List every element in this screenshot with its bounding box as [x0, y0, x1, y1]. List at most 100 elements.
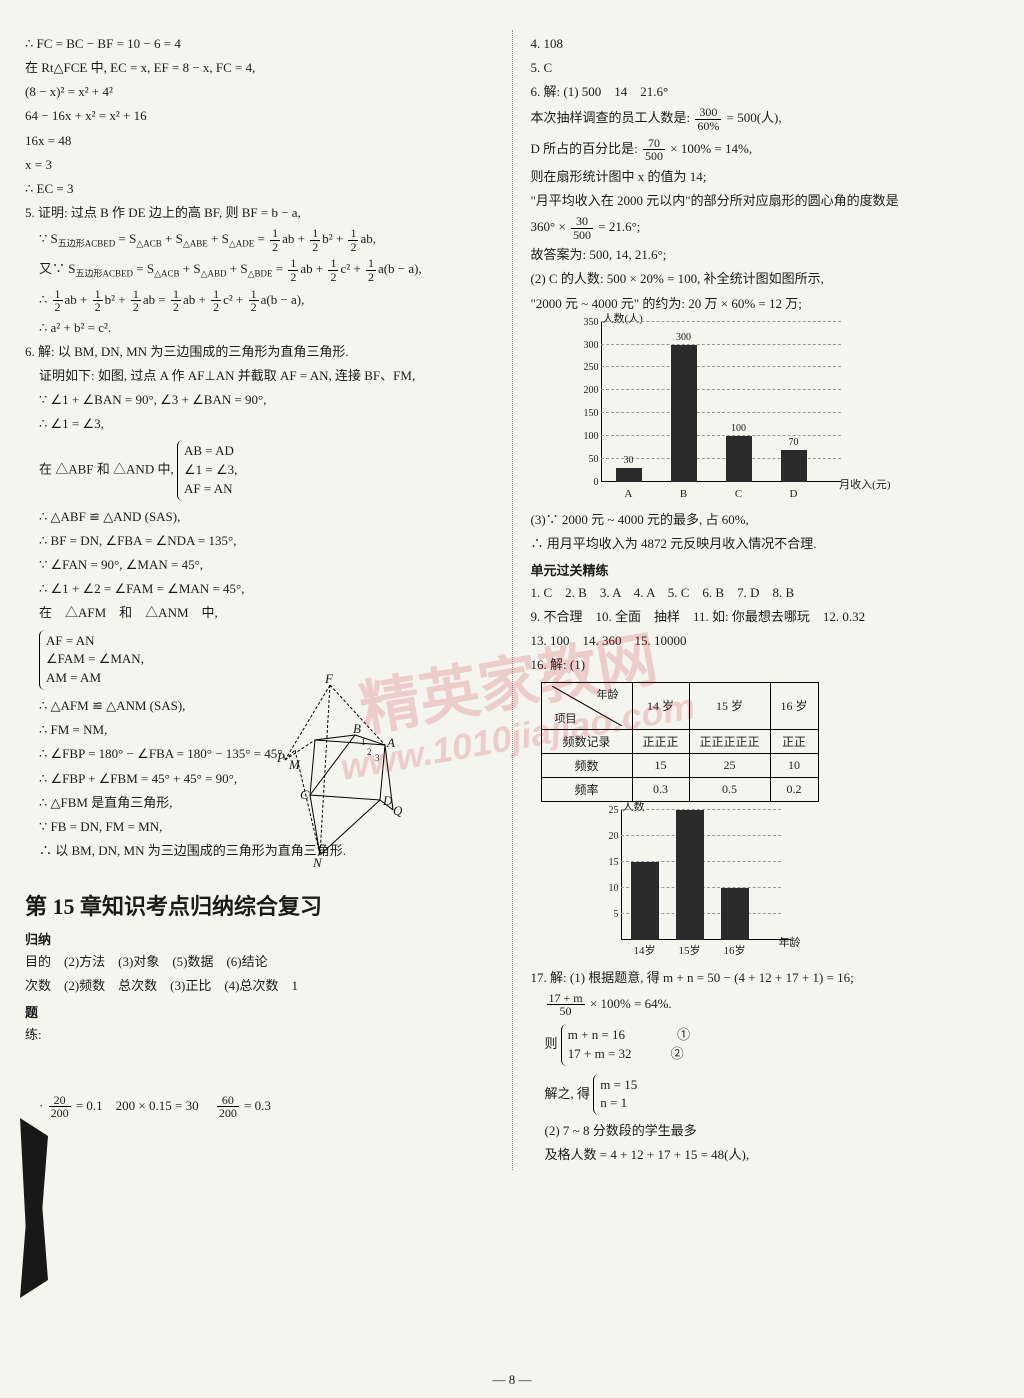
text-line: (2) C 的人数: 500 × 20% = 100, 补全统计图如图所示, [531, 269, 1000, 289]
fraction: 12 [348, 227, 358, 253]
y-tick: 10 [599, 883, 619, 894]
subscript: △ACB [154, 269, 179, 279]
cell: 25 [689, 753, 770, 777]
text-line: 故答案为: 500, 14, 21.6°; [531, 245, 1000, 265]
angle-1: 1 [361, 737, 366, 747]
chapter-title: 第 15 章知识考点归纳综合复习 [25, 889, 494, 921]
brace-line: AF = AN [46, 632, 144, 651]
right-column: 4. 108 5. C 6. 解: (1) 500 14 21.6° 本次抽样调… [531, 30, 1000, 1170]
fraction: 17 + m50 [547, 992, 585, 1018]
angle-3: 3 [375, 753, 380, 763]
fraction: 12 [270, 227, 280, 253]
fraction: 70500 [643, 137, 665, 163]
cell: 正正正正正 [689, 729, 770, 753]
text: = [258, 231, 269, 246]
fraction: 12 [93, 288, 103, 314]
bar-value-label: 100 [724, 423, 754, 434]
bar [726, 436, 752, 482]
text: × 100% = 64%. [590, 996, 672, 1011]
summary-line: 目的 (2)方法 (3)对象 (5)数据 (6)结论 [25, 952, 494, 972]
q6-intro: 6. 解: 以 BM, DN, MN 为三边围成的三角形为直角三角形. [25, 342, 494, 362]
calc-line: 本次抽样调查的员工人数是: 30060% = 500(人), [531, 106, 1000, 132]
text: = 0.3 [244, 1098, 271, 1113]
row-label: 频数记录 [541, 729, 632, 753]
q16-intro: 16. 解: (1) [531, 655, 1000, 675]
pt-M: M [289, 757, 300, 773]
brace-line: ∠1 = ∠3, [184, 461, 237, 480]
column-divider [512, 30, 513, 1170]
grid-line [601, 366, 841, 367]
subheading: 归纳 [25, 929, 494, 948]
bar-chart-income: 人数(人) 月收入(元) 050100150200250300350A30B30… [561, 322, 861, 502]
fraction: 12 [171, 288, 181, 314]
pt-C: C [300, 787, 309, 803]
math-line: ∴ EC = 3 [25, 179, 494, 199]
text-line: (2) 7 ~ 8 分数段的学生最多 [531, 1121, 1000, 1141]
table-row: 频率 0.3 0.5 0.2 [541, 777, 818, 801]
q6-step: 在 △AFM 和 △ANM 中, [25, 603, 494, 623]
fraction: 60200 [217, 1094, 239, 1120]
fraction: 30500 [571, 215, 593, 241]
bar [721, 888, 749, 940]
x-axis-label: 月收入(元) [839, 476, 890, 492]
fraction: 12 [310, 227, 320, 253]
math-line: 64 − 16x + x² = x² + 16 [25, 106, 494, 126]
subscript: △ADE [229, 239, 254, 249]
y-axis-label: 人数(人) [603, 310, 643, 326]
diag-bottom: 项目 [555, 710, 577, 726]
pt-P: P [277, 750, 285, 766]
q6-step: ∴ ∠1 = ∠3, [25, 414, 494, 434]
text-line: "2000 元 ~ 4000 元" 的约为: 20 万 × 60% = 12 万… [531, 294, 1000, 314]
q6-step: ∴ BF = DN, ∠FBA = ∠NDA = 135°, [25, 531, 494, 551]
category-label: D [779, 488, 809, 500]
row-label: 频率 [541, 777, 632, 801]
pt-A: A [387, 735, 395, 751]
cell: 正正 [770, 729, 818, 753]
cell: 15 [632, 753, 689, 777]
y-axis [621, 810, 622, 940]
table-row: 频数记录 正正正 正正正正正 正正 [541, 729, 818, 753]
y-tick: 200 [571, 385, 599, 396]
cell: 10 [770, 753, 818, 777]
grid-line [601, 412, 841, 413]
answers-line: 13. 100 14. 360 15. 10000 [531, 631, 1000, 651]
brace-line: m = 15 [600, 1076, 637, 1095]
col-header: 15 岁 [689, 682, 770, 729]
text: + S [230, 261, 248, 276]
answers-line: 1. C 2. B 3. A 4. A 5. C 6. B 7. D 8. B [531, 583, 1000, 603]
summary-line: 次数 (2)频数 总次数 (3)正比 (4)总次数 1 [25, 976, 494, 996]
calc-line: D 所占的百分比是: 70500 × 100% = 14%, [531, 137, 1000, 163]
subscript: 五边形ACBED [75, 269, 133, 279]
bar-chart-age: 人数 年龄 51015202514岁15岁16岁 [591, 810, 791, 960]
pt-N: N [313, 855, 322, 871]
pt-Q: Q [393, 803, 402, 819]
category-label: 14岁 [629, 942, 661, 958]
text: 则 [545, 1036, 558, 1051]
subheading: 题 [25, 1002, 494, 1021]
page-columns: ∴ FC = BC − BF = 10 − 6 = 4 在 Rt△FCE 中, … [25, 30, 999, 1170]
math-line: 16x = 48 [25, 131, 494, 151]
area-equation-1: ∵ S五边形ACBED = S△ACB + S△ABE + S△ADE = 12… [25, 227, 494, 253]
bar [616, 468, 642, 482]
answer-line: 4. 108 [531, 34, 1000, 54]
left-column: ∴ FC = BC − BF = 10 − 6 = 4 在 Rt△FCE 中, … [25, 30, 494, 1170]
subscript: △ACB [136, 239, 161, 249]
geometry-svg [225, 675, 395, 875]
brace: AB = AD ∠1 = ∠3, AF = AN [177, 440, 237, 501]
y-tick: 20 [599, 831, 619, 842]
text: = S [136, 261, 154, 276]
text: = 500(人), [727, 111, 782, 126]
text: ∴ [39, 292, 51, 307]
y-tick: 50 [571, 454, 599, 465]
math-line: (8 − x)² = x² + 4² [25, 82, 494, 102]
answer-line: 6. 解: (1) 500 14 21.6° [531, 82, 1000, 102]
y-tick: 100 [571, 431, 599, 442]
fraction: 12 [53, 288, 63, 314]
diagonal-header: 年龄 项目 [541, 682, 632, 729]
calc-line: 360° × 30500 = 21.6°; [531, 215, 1000, 241]
diag-top: 年龄 [597, 686, 619, 702]
text: 解之, 得 [545, 1085, 591, 1100]
text: D 所占的百分比是: [531, 141, 642, 156]
q6-step: ∵ ∠FAN = 90°, ∠MAN = 45°, [25, 555, 494, 575]
pt-F: F [325, 671, 333, 687]
